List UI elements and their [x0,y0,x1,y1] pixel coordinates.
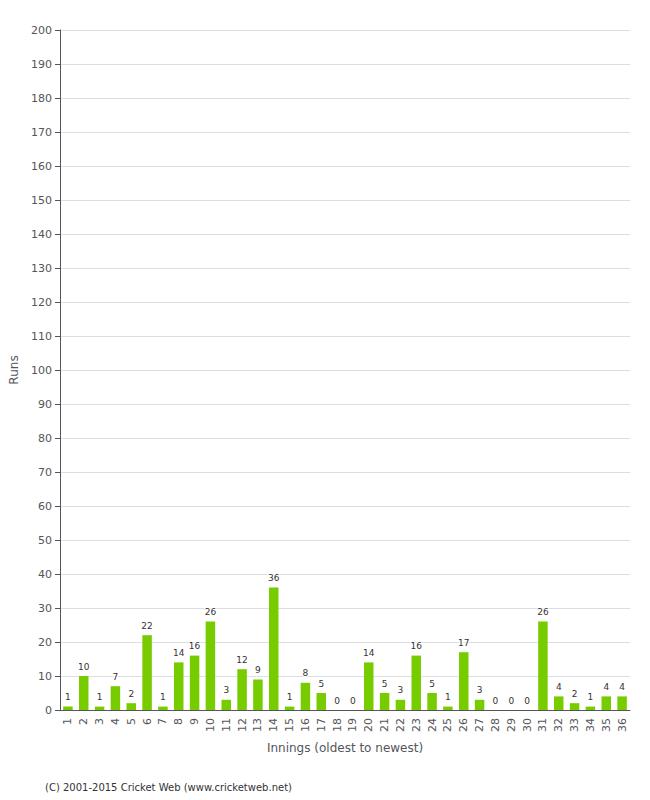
svg-text:5: 5 [429,679,435,689]
svg-text:1: 1 [287,692,293,702]
svg-text:20: 20 [38,636,52,649]
svg-text:36: 36 [616,718,629,732]
svg-text:Runs: Runs [7,355,21,384]
svg-text:14: 14 [173,648,185,658]
svg-text:80: 80 [38,432,52,445]
svg-text:7: 7 [156,718,169,725]
svg-text:16: 16 [299,718,312,732]
svg-text:150: 150 [31,194,52,207]
svg-text:27: 27 [473,718,486,732]
svg-text:3: 3 [398,685,404,695]
svg-text:10: 10 [204,718,217,732]
svg-text:(C) 2001-2015 Cricket Web (www: (C) 2001-2015 Cricket Web (www.cricketwe… [45,782,292,793]
svg-text:160: 160 [31,160,52,173]
svg-text:12: 12 [236,655,247,665]
svg-text:100: 100 [31,364,52,377]
svg-text:8: 8 [172,718,185,725]
svg-text:19: 19 [346,718,359,732]
svg-text:5: 5 [318,679,324,689]
svg-text:0: 0 [493,696,499,706]
svg-text:1: 1 [588,692,594,702]
svg-text:16: 16 [189,641,201,651]
svg-text:130: 130 [31,262,52,275]
svg-text:11: 11 [220,718,233,732]
svg-text:23: 23 [410,718,423,732]
svg-text:4: 4 [556,682,562,692]
svg-text:15: 15 [283,718,296,732]
svg-text:4: 4 [619,682,625,692]
svg-text:170: 170 [31,126,52,139]
svg-text:8: 8 [303,668,309,678]
svg-text:0: 0 [334,696,340,706]
svg-text:5: 5 [125,718,138,725]
svg-text:17: 17 [458,638,469,648]
svg-text:25: 25 [441,718,454,732]
svg-text:1: 1 [65,692,71,702]
svg-text:1: 1 [160,692,166,702]
svg-text:2: 2 [128,689,134,699]
svg-text:60: 60 [38,500,52,513]
svg-text:13: 13 [251,718,264,732]
svg-text:0: 0 [45,704,52,717]
svg-text:17: 17 [315,718,328,732]
svg-text:10: 10 [38,670,52,683]
svg-text:29: 29 [505,718,518,732]
svg-text:30: 30 [38,602,52,615]
svg-text:34: 34 [584,718,597,732]
svg-text:26: 26 [457,718,470,732]
svg-text:90: 90 [38,398,52,411]
svg-text:16: 16 [411,641,423,651]
svg-text:9: 9 [188,718,201,725]
svg-text:190: 190 [31,58,52,71]
svg-text:30: 30 [521,718,534,732]
svg-text:180: 180 [31,92,52,105]
svg-text:0: 0 [524,696,530,706]
svg-text:3: 3 [477,685,483,695]
svg-text:10: 10 [78,662,90,672]
svg-text:24: 24 [426,718,439,732]
svg-text:3: 3 [223,685,229,695]
svg-text:200: 200 [31,24,52,37]
svg-text:9: 9 [255,665,261,675]
svg-text:32: 32 [552,718,565,732]
svg-text:140: 140 [31,228,52,241]
svg-text:0: 0 [508,696,514,706]
svg-text:18: 18 [331,718,344,732]
svg-text:26: 26 [537,607,549,617]
svg-text:4: 4 [603,682,609,692]
svg-text:7: 7 [113,672,119,682]
svg-text:1: 1 [61,718,74,725]
svg-text:2: 2 [77,718,90,725]
svg-text:12: 12 [236,718,249,732]
svg-text:20: 20 [362,718,375,732]
svg-text:110: 110 [31,330,52,343]
svg-text:2: 2 [572,689,578,699]
svg-text:Innings (oldest to newest): Innings (oldest to newest) [267,741,423,755]
svg-text:14: 14 [363,648,375,658]
svg-text:21: 21 [378,718,391,732]
svg-text:4: 4 [109,718,122,725]
svg-text:50: 50 [38,534,52,547]
svg-text:22: 22 [141,621,152,631]
svg-text:14: 14 [267,718,280,732]
svg-text:33: 33 [568,718,581,732]
svg-text:31: 31 [536,718,549,732]
svg-text:70: 70 [38,466,52,479]
svg-text:26: 26 [205,607,217,617]
svg-text:36: 36 [268,573,280,583]
svg-text:1: 1 [97,692,103,702]
svg-text:35: 35 [600,718,613,732]
svg-text:1: 1 [445,692,451,702]
svg-text:5: 5 [382,679,388,689]
svg-text:3: 3 [93,718,106,725]
svg-text:120: 120 [31,296,52,309]
svg-text:22: 22 [394,718,407,732]
svg-text:40: 40 [38,568,52,581]
svg-text:0: 0 [350,696,356,706]
svg-text:28: 28 [489,718,502,732]
svg-text:6: 6 [141,718,154,725]
